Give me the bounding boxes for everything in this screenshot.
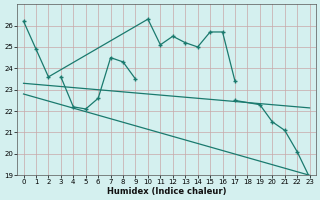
X-axis label: Humidex (Indice chaleur): Humidex (Indice chaleur) <box>107 187 226 196</box>
